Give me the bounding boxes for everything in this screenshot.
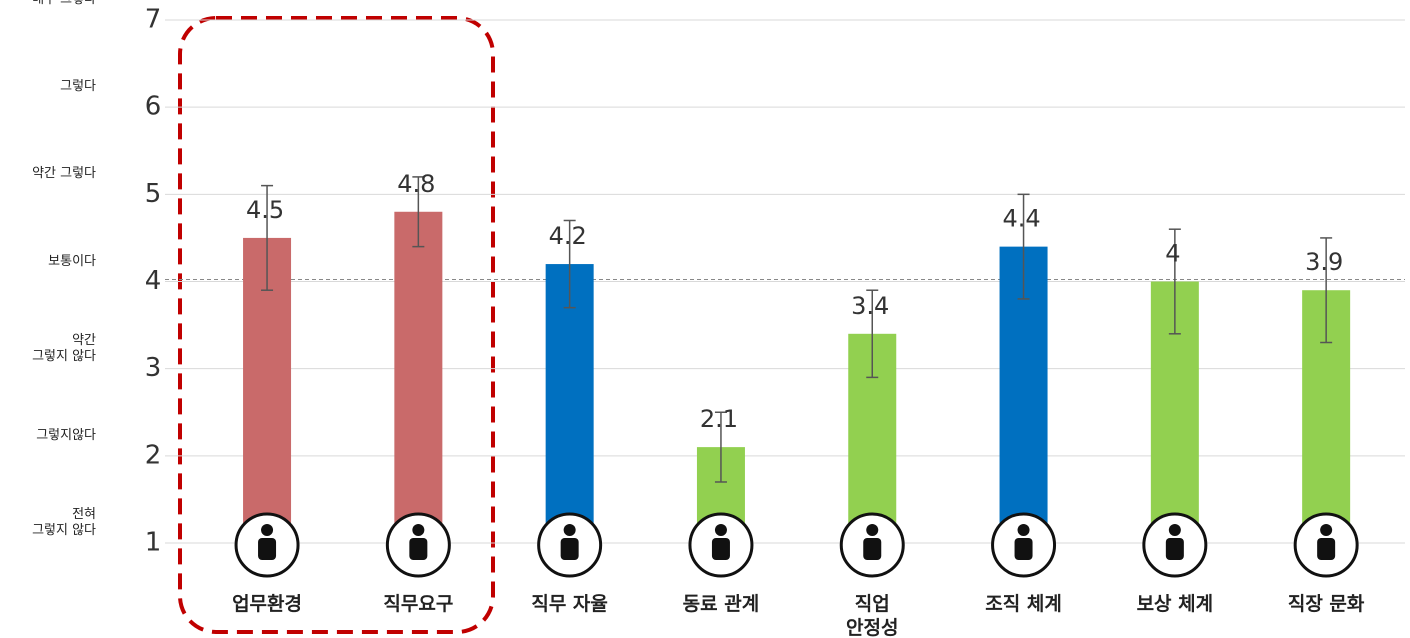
category-icon — [688, 512, 754, 578]
y-tick-label: 2 — [145, 440, 162, 470]
icon-body — [560, 538, 579, 560]
icon-body — [1317, 538, 1336, 560]
category-icon — [1293, 512, 1359, 578]
icon-head — [1320, 524, 1333, 536]
x-tick-label: 동료 관계 — [682, 593, 760, 615]
category-icon — [234, 512, 300, 578]
value-label: 3.9 — [1305, 248, 1343, 276]
icon-head — [563, 524, 576, 536]
icon-head — [714, 524, 727, 536]
icon-head — [866, 524, 879, 536]
scale-label: 매우 그렇다 — [32, 0, 96, 8]
icon-head — [261, 524, 274, 536]
icon-body — [1014, 538, 1033, 560]
value-label: 3.4 — [851, 292, 889, 320]
scale-label: 보통이다 — [48, 253, 96, 269]
error-bar — [563, 219, 576, 309]
error-bar — [714, 411, 727, 483]
icon-head — [1017, 524, 1030, 536]
bar — [394, 211, 443, 543]
icon-body — [409, 538, 428, 560]
scale-label: 전혀 그렇지 않다 — [32, 507, 96, 538]
bar — [545, 264, 594, 543]
icon-body — [258, 538, 277, 560]
scale-label: 그렇다 — [60, 79, 96, 95]
y-tick-label: 4 — [145, 266, 162, 296]
x-tick-label: 보상 체계 — [1136, 593, 1214, 615]
icon-body — [1165, 538, 1184, 560]
category-icon — [991, 512, 1057, 578]
value-label: 4.8 — [397, 170, 435, 198]
x-tick-label: 조직 체계 — [985, 593, 1062, 615]
category-icon — [839, 512, 905, 578]
scale-label: 약간 그렇지 않다 — [32, 332, 96, 364]
error-bar — [412, 176, 425, 248]
value-label: 4 — [1165, 240, 1180, 268]
scale-label: 약간 그렇다 — [32, 166, 96, 182]
icon-body — [863, 538, 882, 560]
error-bar — [1017, 193, 1030, 300]
x-tick-label: 직무요구 — [383, 593, 454, 615]
value-label: 2.1 — [700, 405, 738, 433]
icon-head — [412, 524, 425, 536]
scale-label: 그렇지않다 — [36, 427, 96, 443]
error-bar — [261, 184, 274, 291]
y-tick-label: 3 — [145, 353, 162, 383]
category-icon — [1142, 512, 1208, 578]
icon-body — [711, 538, 730, 560]
x-tick-label: 직장 문화 — [1287, 593, 1365, 615]
y-tick-label: 7 — [145, 5, 162, 35]
error-bar — [866, 289, 879, 379]
y-tick-label: 1 — [145, 528, 162, 558]
category-icon — [537, 512, 603, 578]
category-icon — [385, 512, 451, 578]
y-tick-label: 6 — [145, 92, 162, 122]
x-tick-label: 직업 안정성 — [846, 593, 899, 638]
x-tick-label: 직무 자율 — [531, 593, 608, 615]
x-tick-label: 업무환경 — [232, 593, 302, 615]
value-label: 4.5 — [246, 196, 284, 224]
highlight-box — [178, 16, 495, 634]
error-bar — [1320, 237, 1333, 344]
value-label: 4.2 — [549, 222, 587, 250]
error-bar — [1168, 228, 1181, 335]
icon-head — [1168, 524, 1181, 536]
value-label: 4.4 — [1002, 205, 1040, 233]
y-tick-label: 5 — [145, 179, 162, 209]
